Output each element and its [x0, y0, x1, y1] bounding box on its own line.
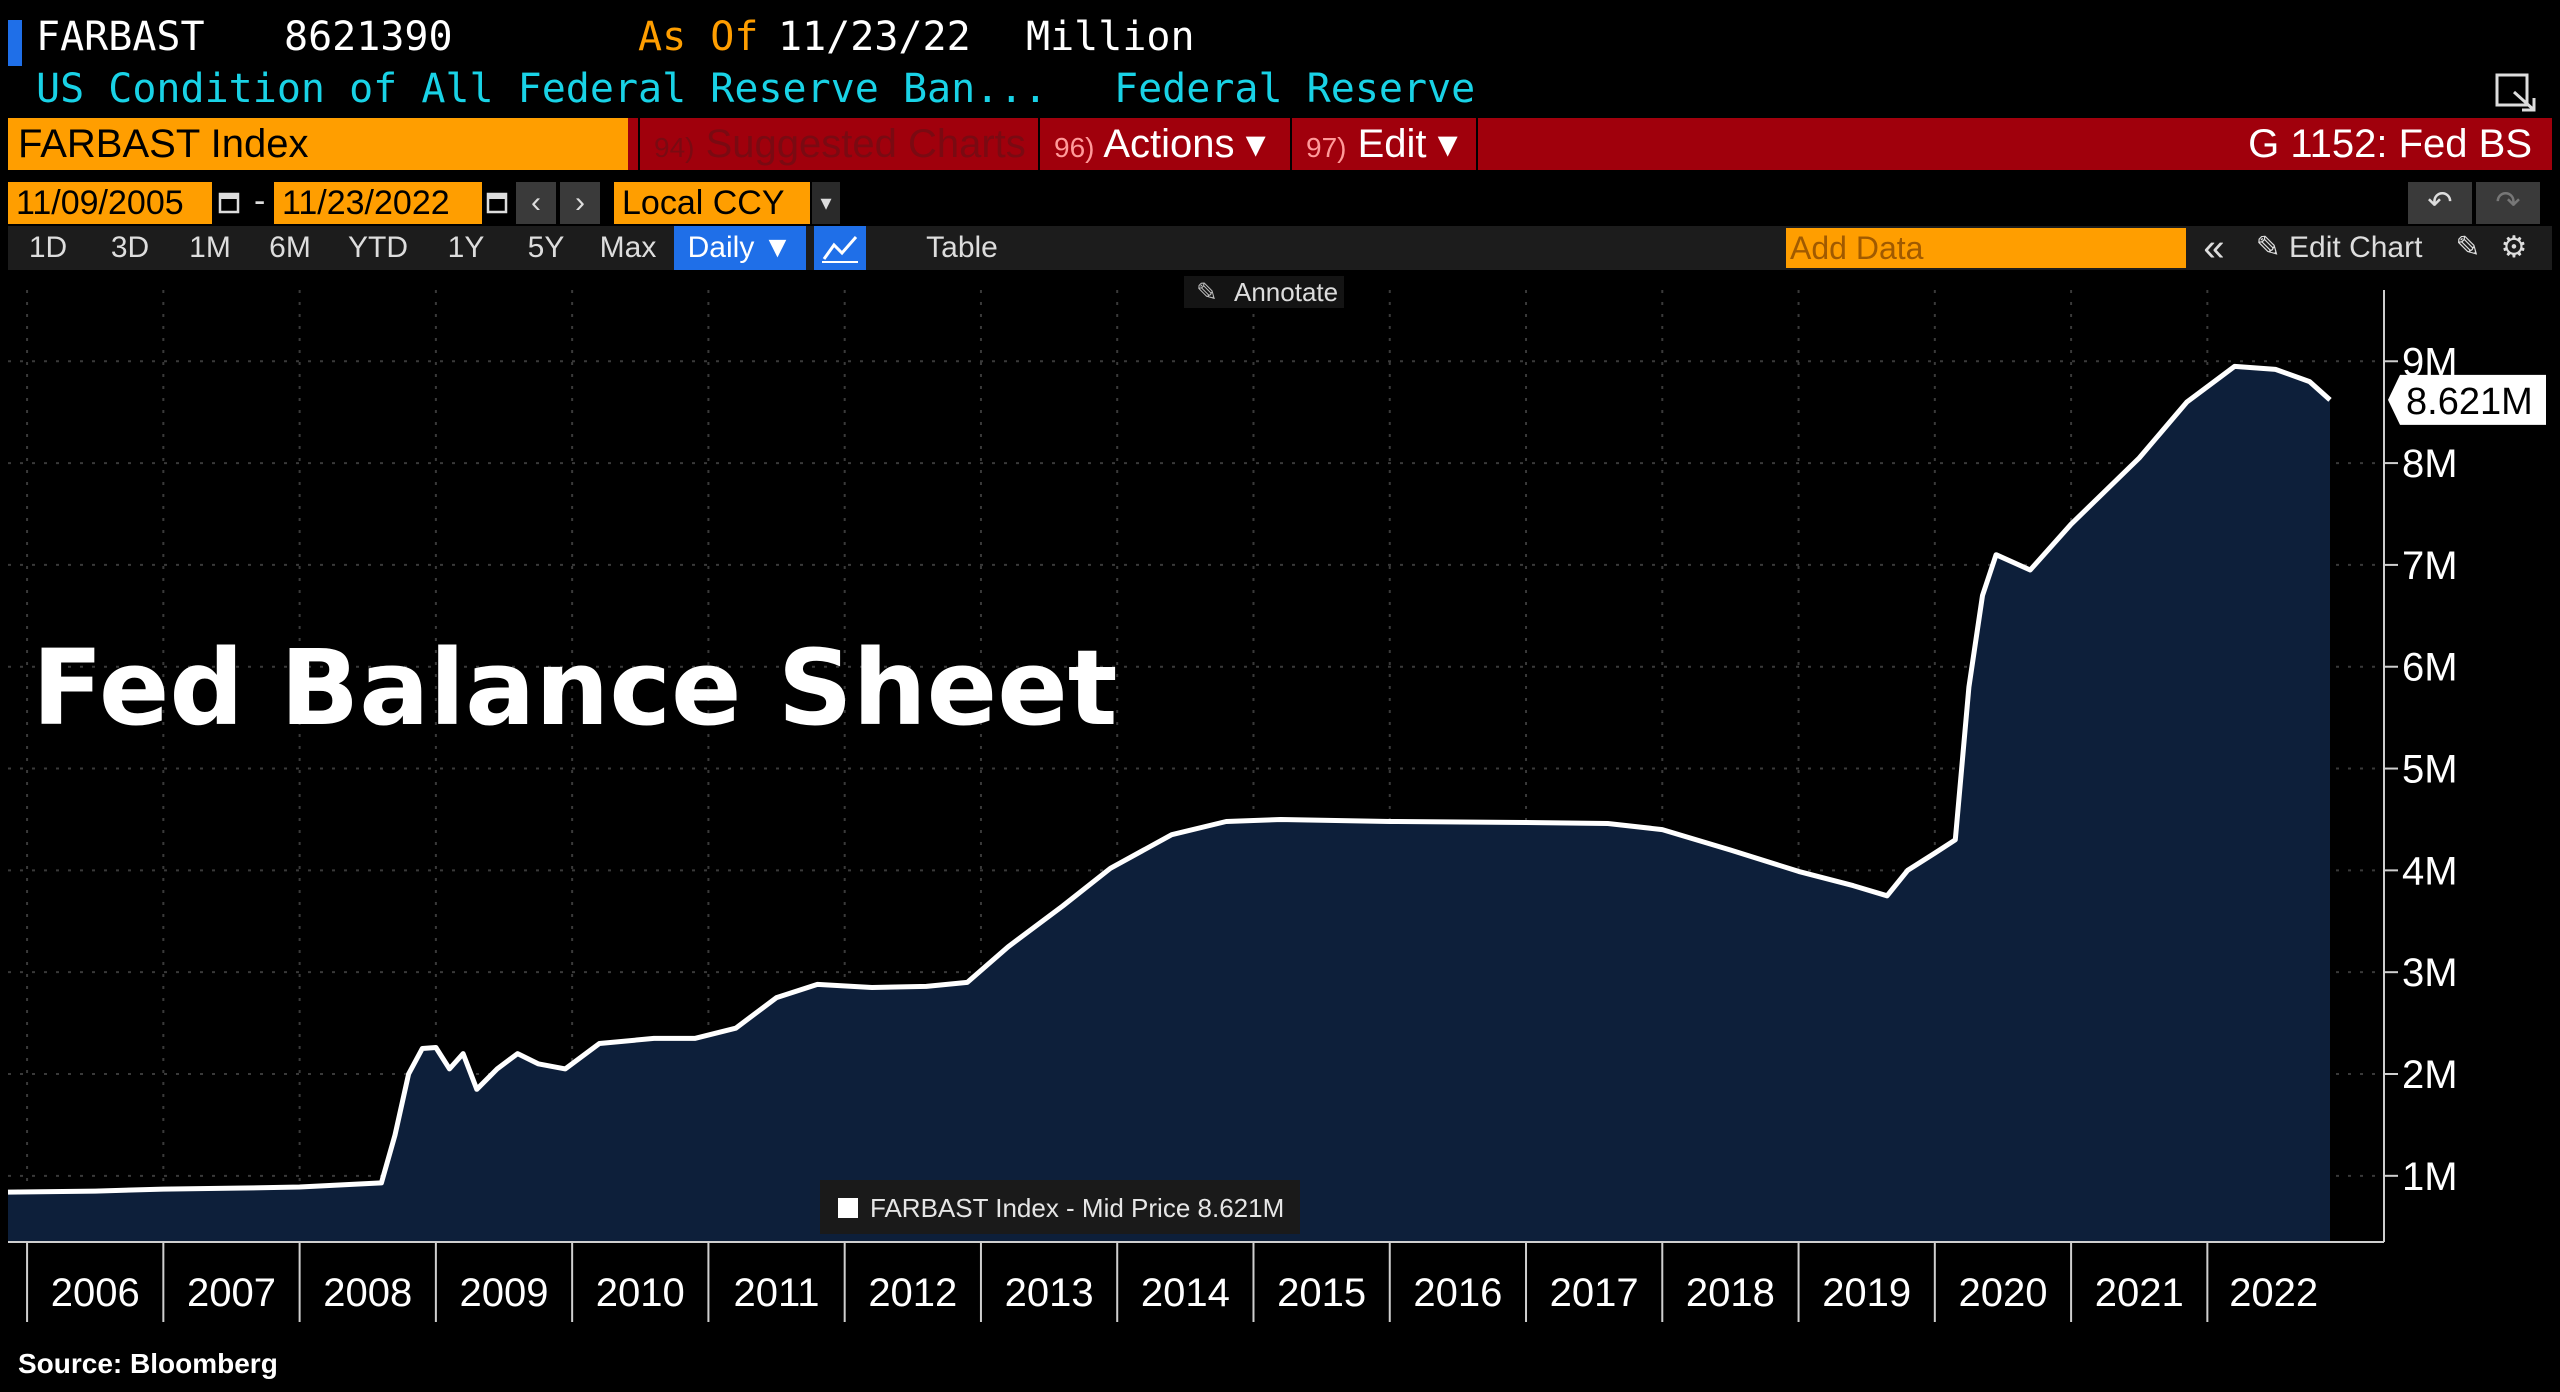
range-5y[interactable]: 5Y: [527, 231, 565, 264]
annotate-label: Annotate: [1234, 277, 1338, 307]
pencil-icon: ✎: [1196, 277, 1218, 307]
forward-arrow-icon[interactable]: ›: [560, 182, 600, 224]
x-tick-label: 2020: [1958, 1271, 2047, 1315]
pencil-icon: ✎: [2255, 231, 2281, 264]
x-tick-label: 2014: [1141, 1271, 1230, 1315]
command-bar: FARBAST Index 94) Suggested Charts 96) A…: [8, 118, 2552, 170]
chart-legend: FARBAST Index - Mid Price 8.621M: [820, 1180, 1300, 1234]
last-value: 8621390: [284, 14, 453, 60]
suggested-charts-label: Suggested Charts: [705, 122, 1026, 166]
range-max[interactable]: Max: [599, 231, 657, 264]
suggested-charts-menu[interactable]: 94) Suggested Charts: [638, 118, 1038, 170]
footer-source: Source: Bloomberg: [18, 1348, 278, 1379]
x-tick-label: 2009: [460, 1271, 549, 1315]
unit-label: Million: [1026, 14, 1195, 60]
date-separator: -: [254, 182, 266, 220]
balance-sheet-area: [8, 366, 2330, 1242]
chart-svg: 2006 2007 2008 2009 2010 2011 2012 2013 2014 2015…: [7, 276, 2546, 1322]
end-date-input[interactable]: 11/23/2022: [274, 182, 482, 224]
range-1m[interactable]: 1M: [189, 231, 231, 264]
x-tick-label: 2012: [868, 1271, 957, 1315]
range-ytd[interactable]: YTD: [348, 231, 408, 264]
y-tick-label: 5M: [2402, 748, 2458, 792]
x-tick-label: 2008: [323, 1271, 412, 1315]
as-of-label: As Of: [638, 14, 759, 60]
x-tick-label: 2013: [1005, 1271, 1094, 1315]
range-1d[interactable]: 1D: [28, 231, 68, 264]
x-tick-label: 2022: [2229, 1271, 2318, 1315]
range-6m[interactable]: 6M: [269, 231, 311, 264]
start-date-input[interactable]: 11/09/2005: [8, 182, 212, 224]
undo-icon[interactable]: ↶: [2408, 182, 2472, 224]
currency-dropdown-icon[interactable]: ▾: [812, 182, 840, 224]
x-axis-ticks: 2006 2007 2008 2009 2010 2011 2012 2013 2014 2015…: [26, 1242, 2318, 1322]
range-3d[interactable]: 3D: [110, 231, 150, 264]
range-bar: 1D 3D 1M 6M YTD 1Y 5Y Max Daily ▼ Table …: [8, 226, 2552, 270]
x-tick-label: 2010: [596, 1271, 685, 1315]
redo-icon[interactable]: ↷: [2476, 182, 2540, 224]
balance-sheet-line: [7, 363, 2332, 1195]
y-tick-label: 6M: [2402, 646, 2458, 690]
last-value-tag: 8.621M: [2388, 374, 2546, 425]
legend-swatch: [838, 1198, 858, 1218]
x-tick-label: 2007: [187, 1271, 276, 1315]
y-tick-label: 3M: [2402, 951, 2458, 995]
security-description: US Condition of All Federal Reserve Ban.…: [36, 66, 1048, 112]
annotate-button[interactable]: ✎ Annotate: [1184, 276, 1344, 308]
range-1y[interactable]: 1Y: [447, 231, 485, 264]
function-code: G 1152: Fed BS: [2248, 122, 2532, 166]
as-of-date: 11/23/22: [778, 14, 971, 60]
collapse-icon[interactable]: «: [2203, 227, 2225, 269]
date-range-bar: 11/09/2005 - 11/23/2022 ‹ › Local CCY ▾ …: [8, 180, 2552, 226]
security-description-row: US Condition of All Federal Reserve Ban.…: [0, 66, 2560, 118]
edit-label: Edit ▾: [1357, 122, 1458, 166]
security-color-marker: [8, 20, 22, 66]
x-tick-label: 2011: [734, 1271, 820, 1315]
y-tick-label: 8M: [2402, 442, 2458, 486]
x-tick-label: 2017: [1550, 1271, 1639, 1315]
last-value-label: 8.621M: [2406, 381, 2533, 423]
edit-chart-label: Edit Chart: [2289, 231, 2423, 264]
edit-chart-button[interactable]: ✎ Edit Chart: [2244, 226, 2434, 270]
start-calendar-icon[interactable]: [218, 188, 240, 216]
x-tick-label: 2015: [1277, 1271, 1366, 1315]
x-tick-label: 2018: [1686, 1271, 1775, 1315]
y-tick-label: 4M: [2402, 849, 2458, 893]
function-area: G 1152: Fed BS: [1476, 118, 2552, 170]
chart-edit-icon[interactable]: ✎: [2455, 231, 2481, 264]
edit-menu[interactable]: 97) Edit ▾: [1290, 118, 1476, 170]
overlay-title: Fed Balance Sheet: [32, 627, 1117, 749]
line-chart-icon[interactable]: [814, 226, 866, 270]
security-header: FARBAST 8621390 As Of 11/23/22 Million: [0, 8, 2560, 68]
popout-icon[interactable]: [2494, 72, 2538, 112]
ticker-label: FARBAST: [36, 14, 205, 60]
back-arrow-icon[interactable]: ‹: [516, 182, 556, 224]
source-name: Federal Reserve: [1114, 66, 1476, 112]
actions-number: 96): [1054, 132, 1095, 163]
end-calendar-icon[interactable]: [486, 188, 508, 216]
gear-icon[interactable]: ⚙: [2500, 231, 2528, 264]
x-tick-label: 2019: [1822, 1271, 1911, 1315]
legend-text: FARBAST Index - Mid Price 8.621M: [870, 1193, 1284, 1223]
table-button[interactable]: Table: [926, 231, 998, 264]
y-tick-label: 7M: [2402, 544, 2458, 588]
y-tick-label: 1M: [2402, 1155, 2458, 1199]
y-tick-label: 2M: [2402, 1053, 2458, 1097]
add-data-input[interactable]: Add Data: [1786, 228, 2186, 268]
x-tick-label: 2006: [51, 1271, 140, 1315]
security-field[interactable]: FARBAST Index: [8, 118, 628, 170]
currency-select[interactable]: Local CCY: [614, 182, 810, 224]
x-tick-label: 2016: [1413, 1271, 1502, 1315]
actions-label: Actions ▾: [1103, 122, 1266, 166]
suggested-charts-number: 94): [654, 132, 695, 163]
x-tick-label: 2021: [2095, 1271, 2184, 1315]
frequency-select[interactable]: Daily ▼: [674, 226, 806, 270]
edit-number: 97): [1306, 132, 1347, 163]
actions-menu[interactable]: 96) Actions ▾: [1038, 118, 1290, 170]
